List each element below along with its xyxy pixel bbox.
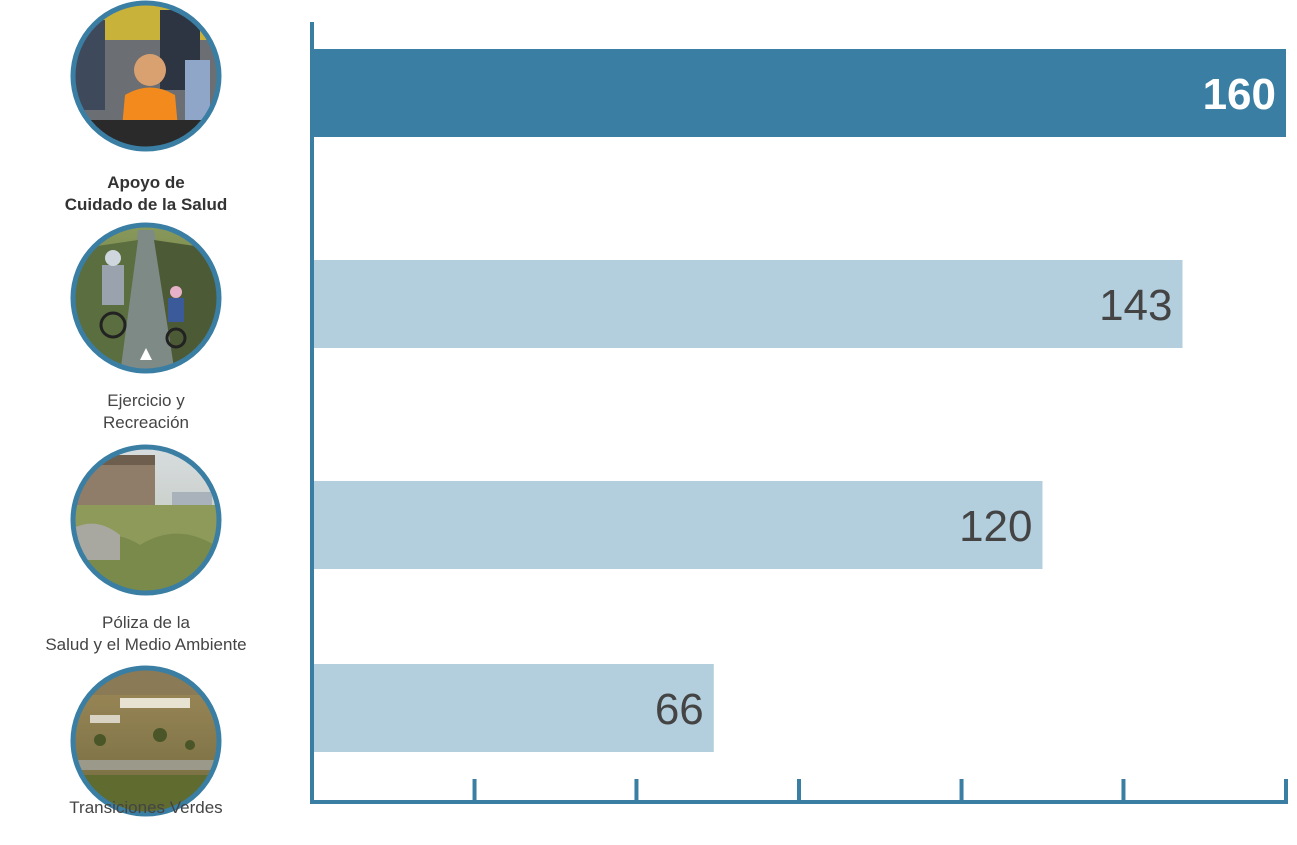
category-label-2: Póliza de la Salud y el Medio Ambiente xyxy=(45,613,247,654)
bar-0 xyxy=(312,49,1286,137)
cycling-photo-icon xyxy=(70,222,222,374)
category-label-0: Apoyo de Cuidado de la Salud xyxy=(64,173,228,214)
building-greenery-photo-icon xyxy=(70,444,222,596)
healthcare-photo-icon xyxy=(70,0,222,152)
bar-value-label-1: 143 xyxy=(1099,281,1172,330)
bar-value-label-3: 66 xyxy=(655,685,704,734)
bar-3 xyxy=(312,664,714,752)
bar-1 xyxy=(312,260,1183,348)
bar-2 xyxy=(312,481,1043,569)
bar-value-label-2: 120 xyxy=(959,502,1032,551)
aerial-landscape-photo-icon xyxy=(70,665,222,817)
bar-value-label-0: 160 xyxy=(1203,70,1276,119)
category-label-1: Ejercicio y Recreación xyxy=(103,391,189,432)
category-label-3: Transiciones Verdes xyxy=(69,798,223,817)
